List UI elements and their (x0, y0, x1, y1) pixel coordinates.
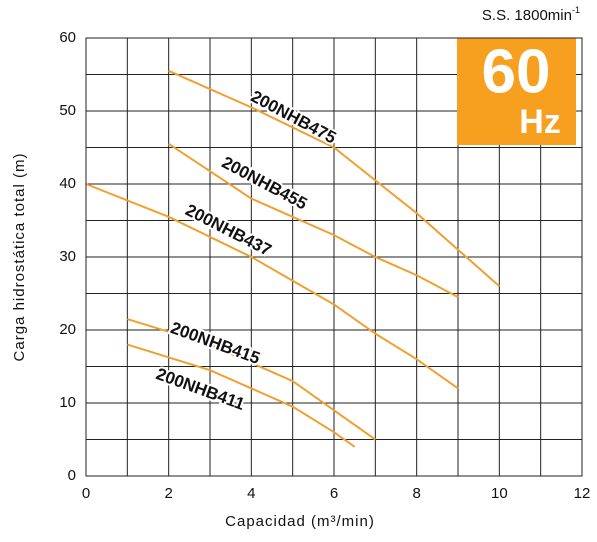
y-tick-label: 30 (59, 248, 76, 265)
x-tick-label: 2 (164, 485, 172, 502)
x-tick-label: 4 (247, 485, 255, 502)
curve (127, 318, 376, 441)
badge-value: 60 (482, 37, 551, 106)
y-tick-label: 50 (59, 102, 76, 119)
x-axis-label: Capacidad (m³/min) (225, 513, 375, 530)
y-tick-label: 60 (59, 29, 76, 46)
x-tick-label: 6 (330, 485, 338, 502)
curve (168, 143, 459, 299)
curve (127, 343, 356, 448)
y-tick-label: 10 (59, 394, 76, 411)
x-tick-label: 0 (82, 485, 90, 502)
curve (168, 69, 500, 287)
y-tick-label: 40 (59, 175, 76, 192)
y-axis-label: Carga hidrostática total (m) (11, 153, 28, 362)
speed-label: S.S. 1800min-1 (482, 5, 580, 24)
badge-unit: Hz (519, 103, 561, 141)
x-tick-label: 10 (491, 485, 508, 502)
y-tick-label: 20 (59, 321, 76, 338)
x-tick-label: 8 (412, 485, 420, 502)
badge (457, 38, 576, 145)
plot-frame (85, 37, 583, 477)
y-tick-label: 0 (68, 467, 76, 484)
curve (85, 183, 459, 390)
x-tick-label: 12 (574, 485, 591, 502)
